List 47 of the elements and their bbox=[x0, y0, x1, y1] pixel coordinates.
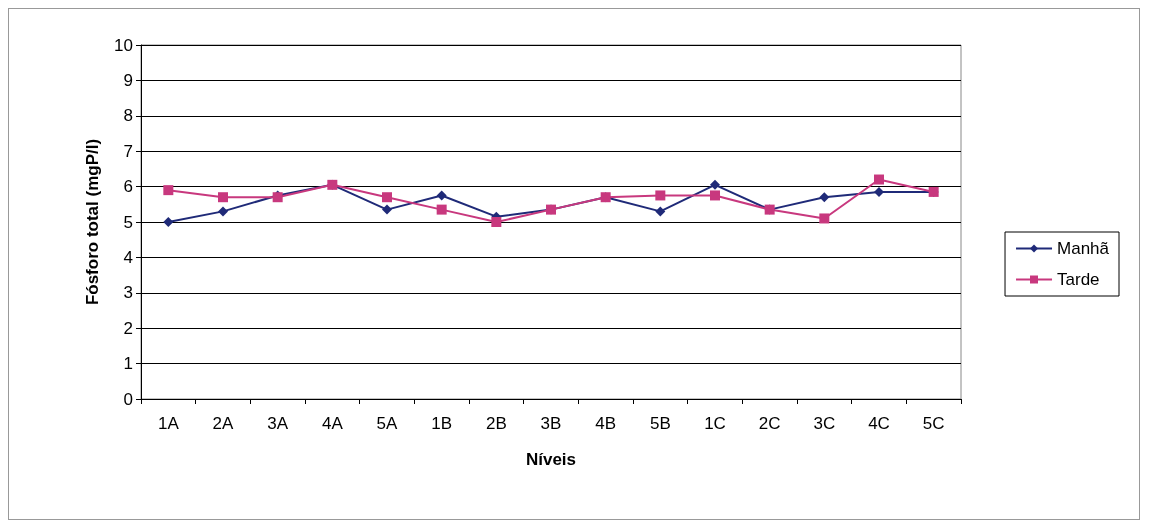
y-tick-label: 10 bbox=[114, 35, 133, 55]
point bbox=[218, 206, 228, 217]
y-tick-label: 3 bbox=[123, 283, 133, 303]
y-tick-label: 6 bbox=[123, 177, 133, 197]
point bbox=[163, 217, 174, 227]
x-tick-label: 3B bbox=[540, 414, 562, 433]
x-tick-label: 3C bbox=[813, 414, 836, 433]
y-tick-label: 8 bbox=[123, 106, 133, 126]
y-tick-label: 7 bbox=[123, 141, 133, 161]
point bbox=[655, 190, 666, 201]
y-tick-label: 9 bbox=[123, 70, 133, 90]
point bbox=[874, 174, 884, 185]
point bbox=[710, 190, 720, 201]
x-tick-label: 2C bbox=[758, 414, 781, 433]
x-tick-label: 1A bbox=[157, 414, 180, 433]
point bbox=[655, 206, 666, 217]
x-tick-label: 1C bbox=[704, 414, 726, 433]
point bbox=[163, 185, 174, 196]
x-tick-label: 5B bbox=[649, 414, 671, 433]
y-tick-label: 0 bbox=[123, 389, 133, 409]
x-tick-label: 2B bbox=[485, 414, 507, 433]
point bbox=[382, 204, 392, 215]
x-tick-label: 4C bbox=[868, 414, 890, 433]
x-tick-label: 1B bbox=[431, 414, 453, 433]
y-tick-label: 2 bbox=[123, 318, 133, 338]
point bbox=[382, 192, 392, 203]
point bbox=[218, 192, 228, 203]
y-axis-title: Fósforo total (mgP/l) bbox=[83, 138, 102, 306]
point bbox=[819, 192, 830, 203]
x-tick-label: 5C bbox=[922, 414, 945, 433]
x-tick-label: 2A bbox=[212, 414, 235, 433]
x-tick-label: 5A bbox=[376, 414, 399, 433]
x-tick-label: 3A bbox=[267, 414, 289, 433]
point bbox=[436, 190, 447, 201]
x-tick-label: 4B bbox=[595, 414, 617, 433]
y-tick-label: 1 bbox=[123, 354, 133, 374]
y-tick-label: 4 bbox=[123, 247, 133, 267]
legend-label: Manhã bbox=[1057, 239, 1110, 258]
point bbox=[874, 186, 884, 197]
y-tick-label: 5 bbox=[123, 212, 133, 232]
point bbox=[436, 204, 447, 215]
point bbox=[819, 213, 830, 224]
legend-label: Tarde bbox=[1057, 270, 1100, 289]
point bbox=[710, 179, 720, 190]
x-axis-title: Níveis bbox=[525, 450, 577, 469]
point bbox=[491, 217, 502, 227]
x-tick-label: 4A bbox=[321, 414, 344, 433]
